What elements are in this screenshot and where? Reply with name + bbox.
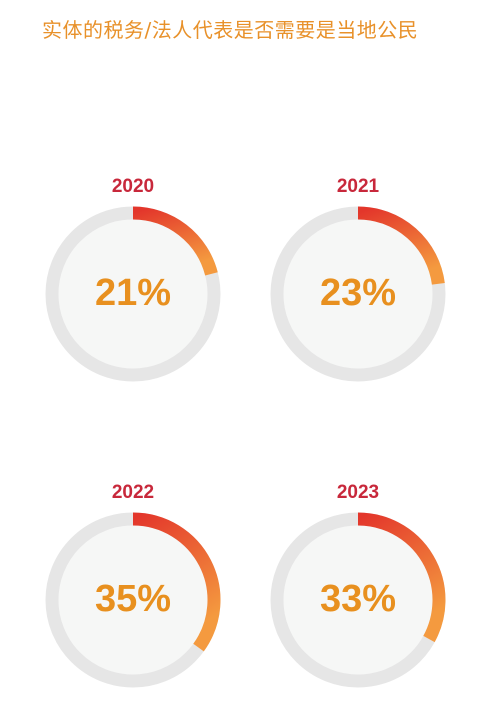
donut-value-arc-2020 [132,206,218,276]
year-label: 2020 [111,176,155,197]
donut-ring [45,206,221,382]
percent-label: 33% [319,578,397,620]
percent-label: 35% [94,578,172,620]
donut-value-arc-2023 [357,512,446,643]
donut-cell-2020: 2020 21% [43,176,243,396]
percent-label: 21% [94,272,172,314]
donut-cell-2022: 2022 35% [43,482,243,702]
chart-title: 实体的税务/法人代表是否需要是当地公民 [42,18,419,42]
donut-cell-2021: 2021 23% [268,176,468,396]
donut-ring [270,206,446,382]
donut-inner [58,525,208,675]
year-label: 2023 [336,482,380,503]
donut-value-arc-2022 [132,512,221,652]
donut-ring [45,512,221,688]
donut-value-arc-2021 [357,206,445,285]
donut-ring [270,512,446,688]
donut-inner [283,219,433,369]
donut-inner [58,219,208,369]
percent-label: 23% [319,272,397,314]
year-label: 2022 [111,482,155,503]
year-label: 2021 [336,176,380,197]
donut-cell-2023: 2023 33% [268,482,468,702]
donut-inner [283,525,433,675]
